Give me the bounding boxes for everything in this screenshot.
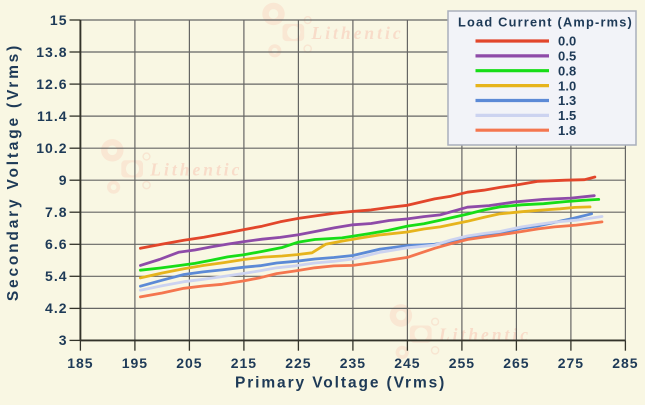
svg-text:215: 215: [231, 355, 257, 371]
svg-text:10.2: 10.2: [36, 140, 67, 156]
svg-text:12.6: 12.6: [36, 76, 67, 92]
svg-text:0.0: 0.0: [558, 34, 576, 49]
svg-text:Lithentic: Lithentic: [311, 23, 404, 43]
svg-text:1.3: 1.3: [558, 93, 576, 108]
svg-text:275: 275: [558, 355, 584, 371]
svg-text:6.6: 6.6: [45, 236, 67, 252]
svg-text:245: 245: [394, 355, 420, 371]
svg-text:1.8: 1.8: [558, 123, 576, 138]
svg-text:195: 195: [122, 355, 148, 371]
svg-text:1.5: 1.5: [558, 108, 576, 123]
svg-text:185: 185: [67, 355, 93, 371]
svg-text:265: 265: [503, 355, 529, 371]
svg-text:13.8: 13.8: [36, 44, 67, 60]
svg-text:0.8: 0.8: [558, 63, 576, 78]
svg-text:Secondary Voltage (Vrms): Secondary Voltage (Vrms): [5, 43, 22, 301]
svg-text:225: 225: [285, 355, 311, 371]
svg-text:15: 15: [50, 12, 68, 28]
svg-text:5.4: 5.4: [45, 268, 67, 284]
svg-text:3: 3: [59, 332, 68, 348]
svg-text:11.4: 11.4: [37, 108, 67, 124]
svg-text:9: 9: [59, 172, 68, 188]
svg-text:4.2: 4.2: [45, 300, 67, 316]
svg-text:7.8: 7.8: [45, 204, 67, 220]
svg-text:1.0: 1.0: [558, 78, 576, 93]
svg-text:255: 255: [449, 355, 475, 371]
svg-text:235: 235: [340, 355, 366, 371]
svg-text:Lithentic: Lithentic: [149, 159, 242, 179]
svg-text:Primary Voltage (Vrms): Primary Voltage (Vrms): [235, 375, 446, 392]
svg-text:Load Current (Amp-rms): Load Current (Amp-rms): [458, 15, 633, 30]
svg-text:0.5: 0.5: [558, 49, 576, 64]
svg-text:285: 285: [612, 355, 638, 371]
svg-text:205: 205: [176, 355, 202, 371]
svg-text:Lithentic: Lithentic: [438, 325, 531, 345]
